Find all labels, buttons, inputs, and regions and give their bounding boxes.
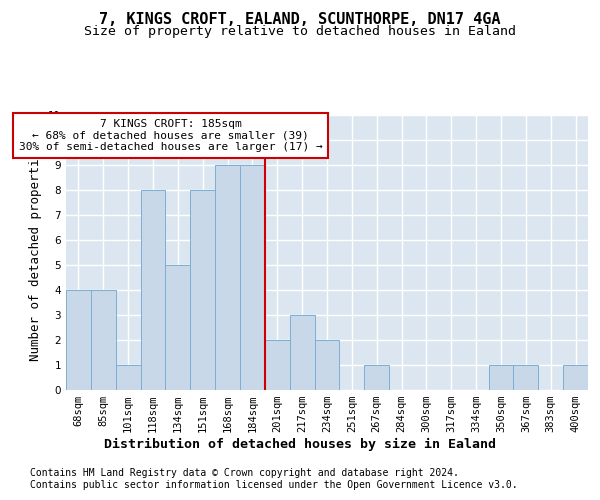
Bar bbox=[314, 340, 340, 390]
Text: 7 KINGS CROFT: 185sqm
← 68% of detached houses are smaller (39)
30% of semi-deta: 7 KINGS CROFT: 185sqm ← 68% of detached … bbox=[19, 118, 322, 152]
Bar bbox=[488, 365, 514, 390]
Bar bbox=[240, 165, 265, 390]
Bar bbox=[91, 290, 116, 390]
Text: Size of property relative to detached houses in Ealand: Size of property relative to detached ho… bbox=[84, 25, 516, 38]
Y-axis label: Number of detached properties: Number of detached properties bbox=[29, 144, 43, 361]
Bar bbox=[166, 265, 190, 390]
Bar bbox=[514, 365, 538, 390]
Text: 7, KINGS CROFT, EALAND, SCUNTHORPE, DN17 4GA: 7, KINGS CROFT, EALAND, SCUNTHORPE, DN17… bbox=[99, 12, 501, 28]
Bar bbox=[66, 290, 91, 390]
Text: Distribution of detached houses by size in Ealand: Distribution of detached houses by size … bbox=[104, 438, 496, 450]
Bar bbox=[563, 365, 588, 390]
Bar bbox=[265, 340, 290, 390]
Bar bbox=[364, 365, 389, 390]
Text: Contains public sector information licensed under the Open Government Licence v3: Contains public sector information licen… bbox=[30, 480, 518, 490]
Bar bbox=[190, 190, 215, 390]
Bar bbox=[140, 190, 166, 390]
Bar bbox=[215, 165, 240, 390]
Text: Contains HM Land Registry data © Crown copyright and database right 2024.: Contains HM Land Registry data © Crown c… bbox=[30, 468, 459, 477]
Bar bbox=[290, 315, 314, 390]
Bar bbox=[116, 365, 140, 390]
